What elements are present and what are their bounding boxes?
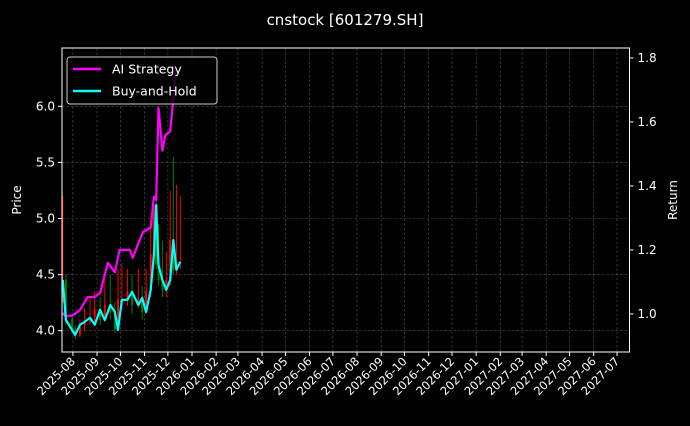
- candle-body: [93, 309, 96, 318]
- y-tick-label: 5.5: [36, 155, 55, 169]
- legend-box: [66, 56, 218, 105]
- y-tick-label: 5.0: [36, 212, 55, 226]
- chart-title: cnstock [601279.SH]: [267, 11, 424, 29]
- y-tick-label-right: 1.2: [638, 243, 657, 257]
- y-ticks-left: 4.0 4.5 5.0 5.5 6.0: [36, 99, 62, 338]
- x-ticks: 2025-082025-092025-102025-112025-122026-…: [34, 352, 622, 398]
- series-lines: [61, 67, 182, 337]
- candle-body: [155, 205, 158, 265]
- candle-body: [83, 321, 86, 326]
- grid: [62, 48, 630, 352]
- candle-body: [64, 280, 67, 320]
- candle-body: [137, 298, 140, 305]
- candle-body: [126, 291, 129, 300]
- y-ticks-right: 1.0 1.2 1.4 1.6 1.8: [629, 51, 657, 321]
- candle-body: [157, 264, 160, 281]
- y-tick-label-right: 1.0: [638, 307, 657, 321]
- plot-frame: [61, 47, 630, 353]
- y-tick-label-right: 1.4: [638, 179, 657, 193]
- candle-body: [131, 291, 134, 305]
- candle-body: [103, 304, 106, 320]
- candle-body: [78, 325, 81, 336]
- candle-body: [169, 239, 172, 281]
- candle-body: [161, 280, 164, 291]
- legend-label-ai-strategy: AI Strategy: [112, 62, 182, 77]
- y-tick-label: 4.5: [36, 268, 55, 282]
- y-tick-label: 4.0: [36, 324, 55, 338]
- candle-body: [99, 309, 102, 320]
- candle-body: [165, 280, 168, 291]
- y-axis-label-right: Return: [666, 180, 680, 220]
- candle-body: [117, 299, 120, 330]
- legend: AI Strategy Buy-and-Hold: [66, 56, 218, 105]
- candle-body: [152, 205, 155, 255]
- candle-body: [172, 239, 175, 271]
- y-tick-label-right: 1.6: [638, 115, 657, 129]
- y-tick-label-right: 1.8: [638, 51, 657, 65]
- candle-body: [149, 254, 152, 291]
- series-line-buy-and-hold: [61, 204, 182, 337]
- legend-label-buy-and-hold: Buy-and-Hold: [112, 84, 197, 99]
- candles: [61, 156, 182, 340]
- y-axis-label-left: Price: [10, 185, 24, 214]
- candle-body: [71, 319, 74, 330]
- series-line-ai-strategy: [61, 67, 177, 317]
- candle-body: [145, 290, 148, 312]
- y-tick-label: 6.0: [36, 99, 55, 113]
- candle-body: [113, 311, 116, 330]
- candle-body: [141, 298, 144, 312]
